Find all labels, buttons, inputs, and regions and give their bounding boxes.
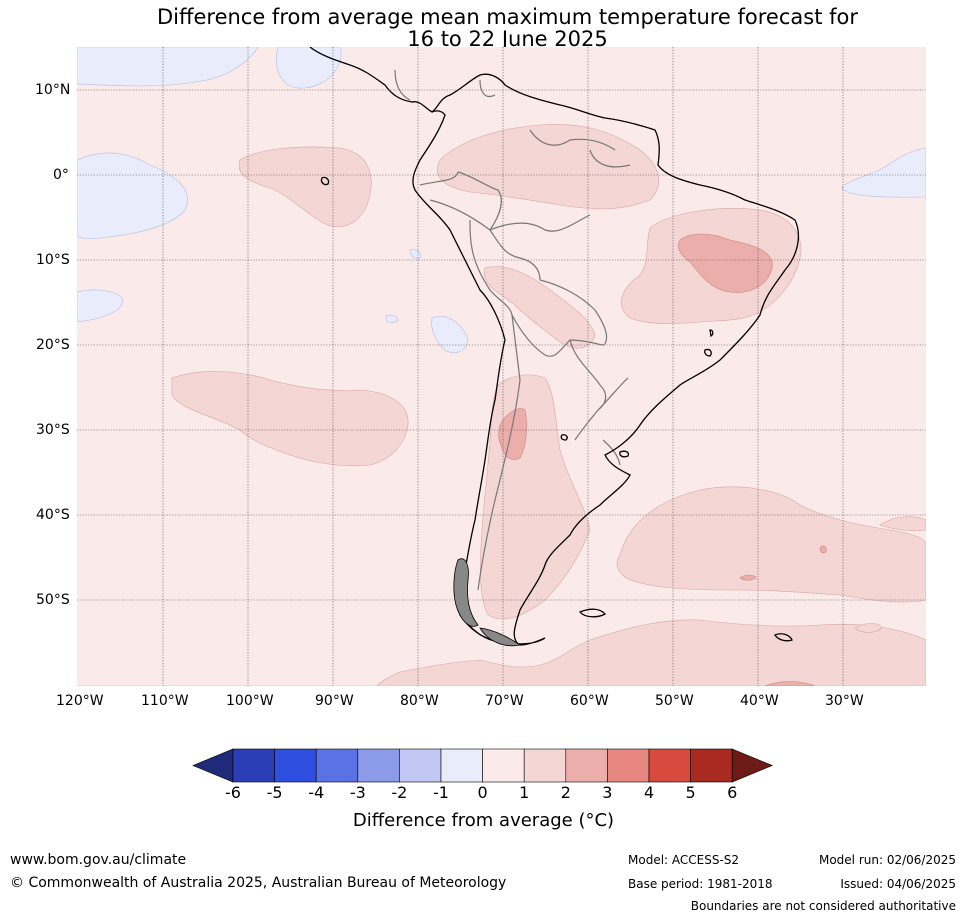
colorbar-arrow-low [192, 748, 234, 783]
copyright-text: © Commonwealth of Australia 2025, Austra… [10, 875, 507, 891]
lon-label-100w: 100°W [226, 693, 274, 709]
chile-archipelago [453, 558, 521, 647]
colorbar-swatches [192, 748, 773, 783]
colorbar-tick-label: -6 [225, 783, 241, 802]
colorbar-swatch [648, 748, 691, 783]
lon-label-110w: 110°W [141, 693, 189, 709]
colorbar-swatch [565, 748, 608, 783]
colorbar-tick-label: -3 [349, 783, 366, 802]
lat-label-10s: 10°S [36, 252, 70, 268]
colorbar-tick-label: -1 [433, 783, 449, 802]
colorbar-swatch [690, 748, 733, 783]
lon-label-40w: 40°W [740, 693, 779, 709]
lon-label-70w: 70°W [485, 693, 524, 709]
colorbar-tick-label: -4 [308, 783, 325, 802]
map-title-line1: Difference from average mean maximum tem… [157, 5, 858, 29]
issued-text: Issued: 04/06/2025 [840, 877, 956, 891]
model-run-text: Model run: 02/06/2025 [818, 853, 956, 867]
website-text: www.bom.gov.au/climate [10, 852, 187, 868]
lat-label-20s: 20°S [36, 337, 70, 353]
colorbar-tick-label: 2 [560, 783, 571, 802]
colorbar-swatch [607, 748, 650, 783]
colorbar-tick-label: -5 [266, 783, 283, 802]
colorbar-swatch [523, 748, 567, 783]
colorbar-swatch [440, 748, 483, 783]
colorbar-tick-label: 4 [643, 783, 655, 802]
positive-anomaly-2-3-areas [498, 233, 827, 686]
lon-label-80w: 80°W [400, 693, 439, 709]
country-borders [394, 69, 631, 591]
lon-label-30w: 30°W [825, 693, 864, 709]
colorbar-swatch [232, 748, 275, 783]
lon-label-60w: 60°W [570, 693, 609, 709]
lat-label-40s: 40°S [36, 507, 70, 523]
colorbar-tick-label: 5 [685, 783, 696, 802]
lon-label-120w: 120°W [56, 693, 104, 709]
colorbar-tick-label: 3 [602, 783, 613, 802]
colorbar-swatch [315, 748, 359, 783]
lon-label-50w: 50°W [655, 693, 694, 709]
lat-label-30s: 30°S [36, 422, 70, 438]
lon-label-90w: 90°W [315, 693, 354, 709]
colorbar-swatch [482, 748, 525, 783]
map-title-line2: 16 to 22 June 2025 [407, 27, 608, 51]
disclaimer-text: Boundaries are not considered authoritat… [690, 899, 956, 913]
colorbar-tick-label: 6 [727, 783, 738, 802]
lat-label-50s: 50°S [36, 592, 70, 608]
colorbar-tick-label: 1 [519, 783, 530, 802]
lat-label-10n: 10°N [35, 82, 71, 98]
lat-label-0: 0° [53, 167, 69, 183]
colorbar-arrow-high [731, 748, 773, 783]
colorbar-tick-label: -2 [391, 783, 408, 802]
colorbar-swatch [399, 748, 442, 783]
colorbar-tick-label: 0 [477, 783, 488, 802]
model-text: Model: ACCESS-S2 [628, 853, 740, 867]
colorbar-label: Difference from average (°C) [352, 810, 615, 831]
colorbar-swatch [357, 748, 400, 783]
graticule [77, 47, 926, 686]
colorbar-swatch [274, 748, 317, 783]
base-period-text: Base period: 1981-2018 [628, 877, 773, 891]
